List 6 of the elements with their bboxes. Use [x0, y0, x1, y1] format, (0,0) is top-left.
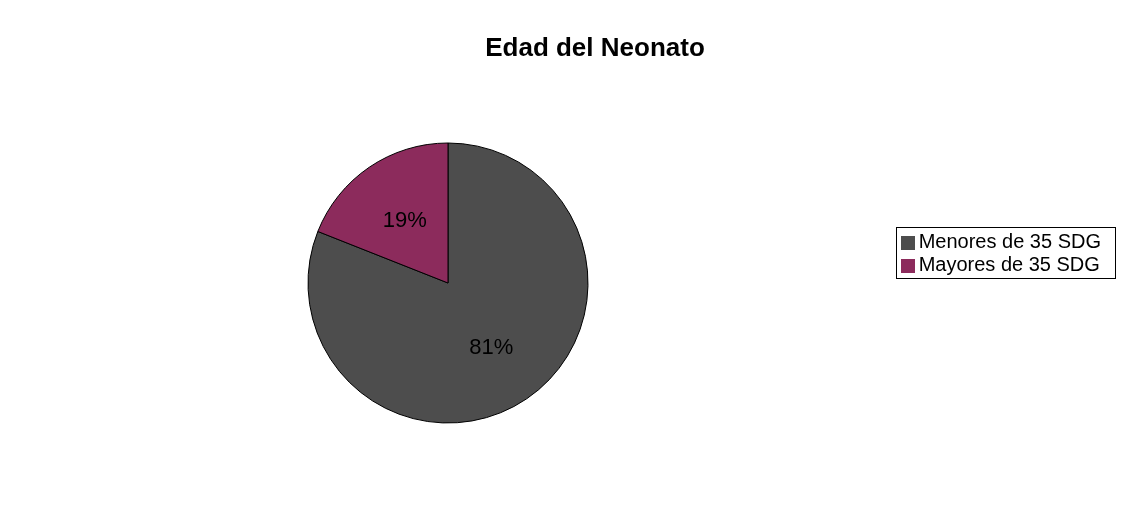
data-label: 19% — [382, 206, 427, 232]
data-label: 81% — [469, 334, 514, 360]
legend-label: Mayores de 35 SDG — [918, 253, 1100, 275]
legend-label: Menores de 35 SDG — [918, 230, 1101, 252]
chart-title: Edad del Neonato — [485, 32, 705, 62]
pie-slice — [307, 142, 589, 424]
